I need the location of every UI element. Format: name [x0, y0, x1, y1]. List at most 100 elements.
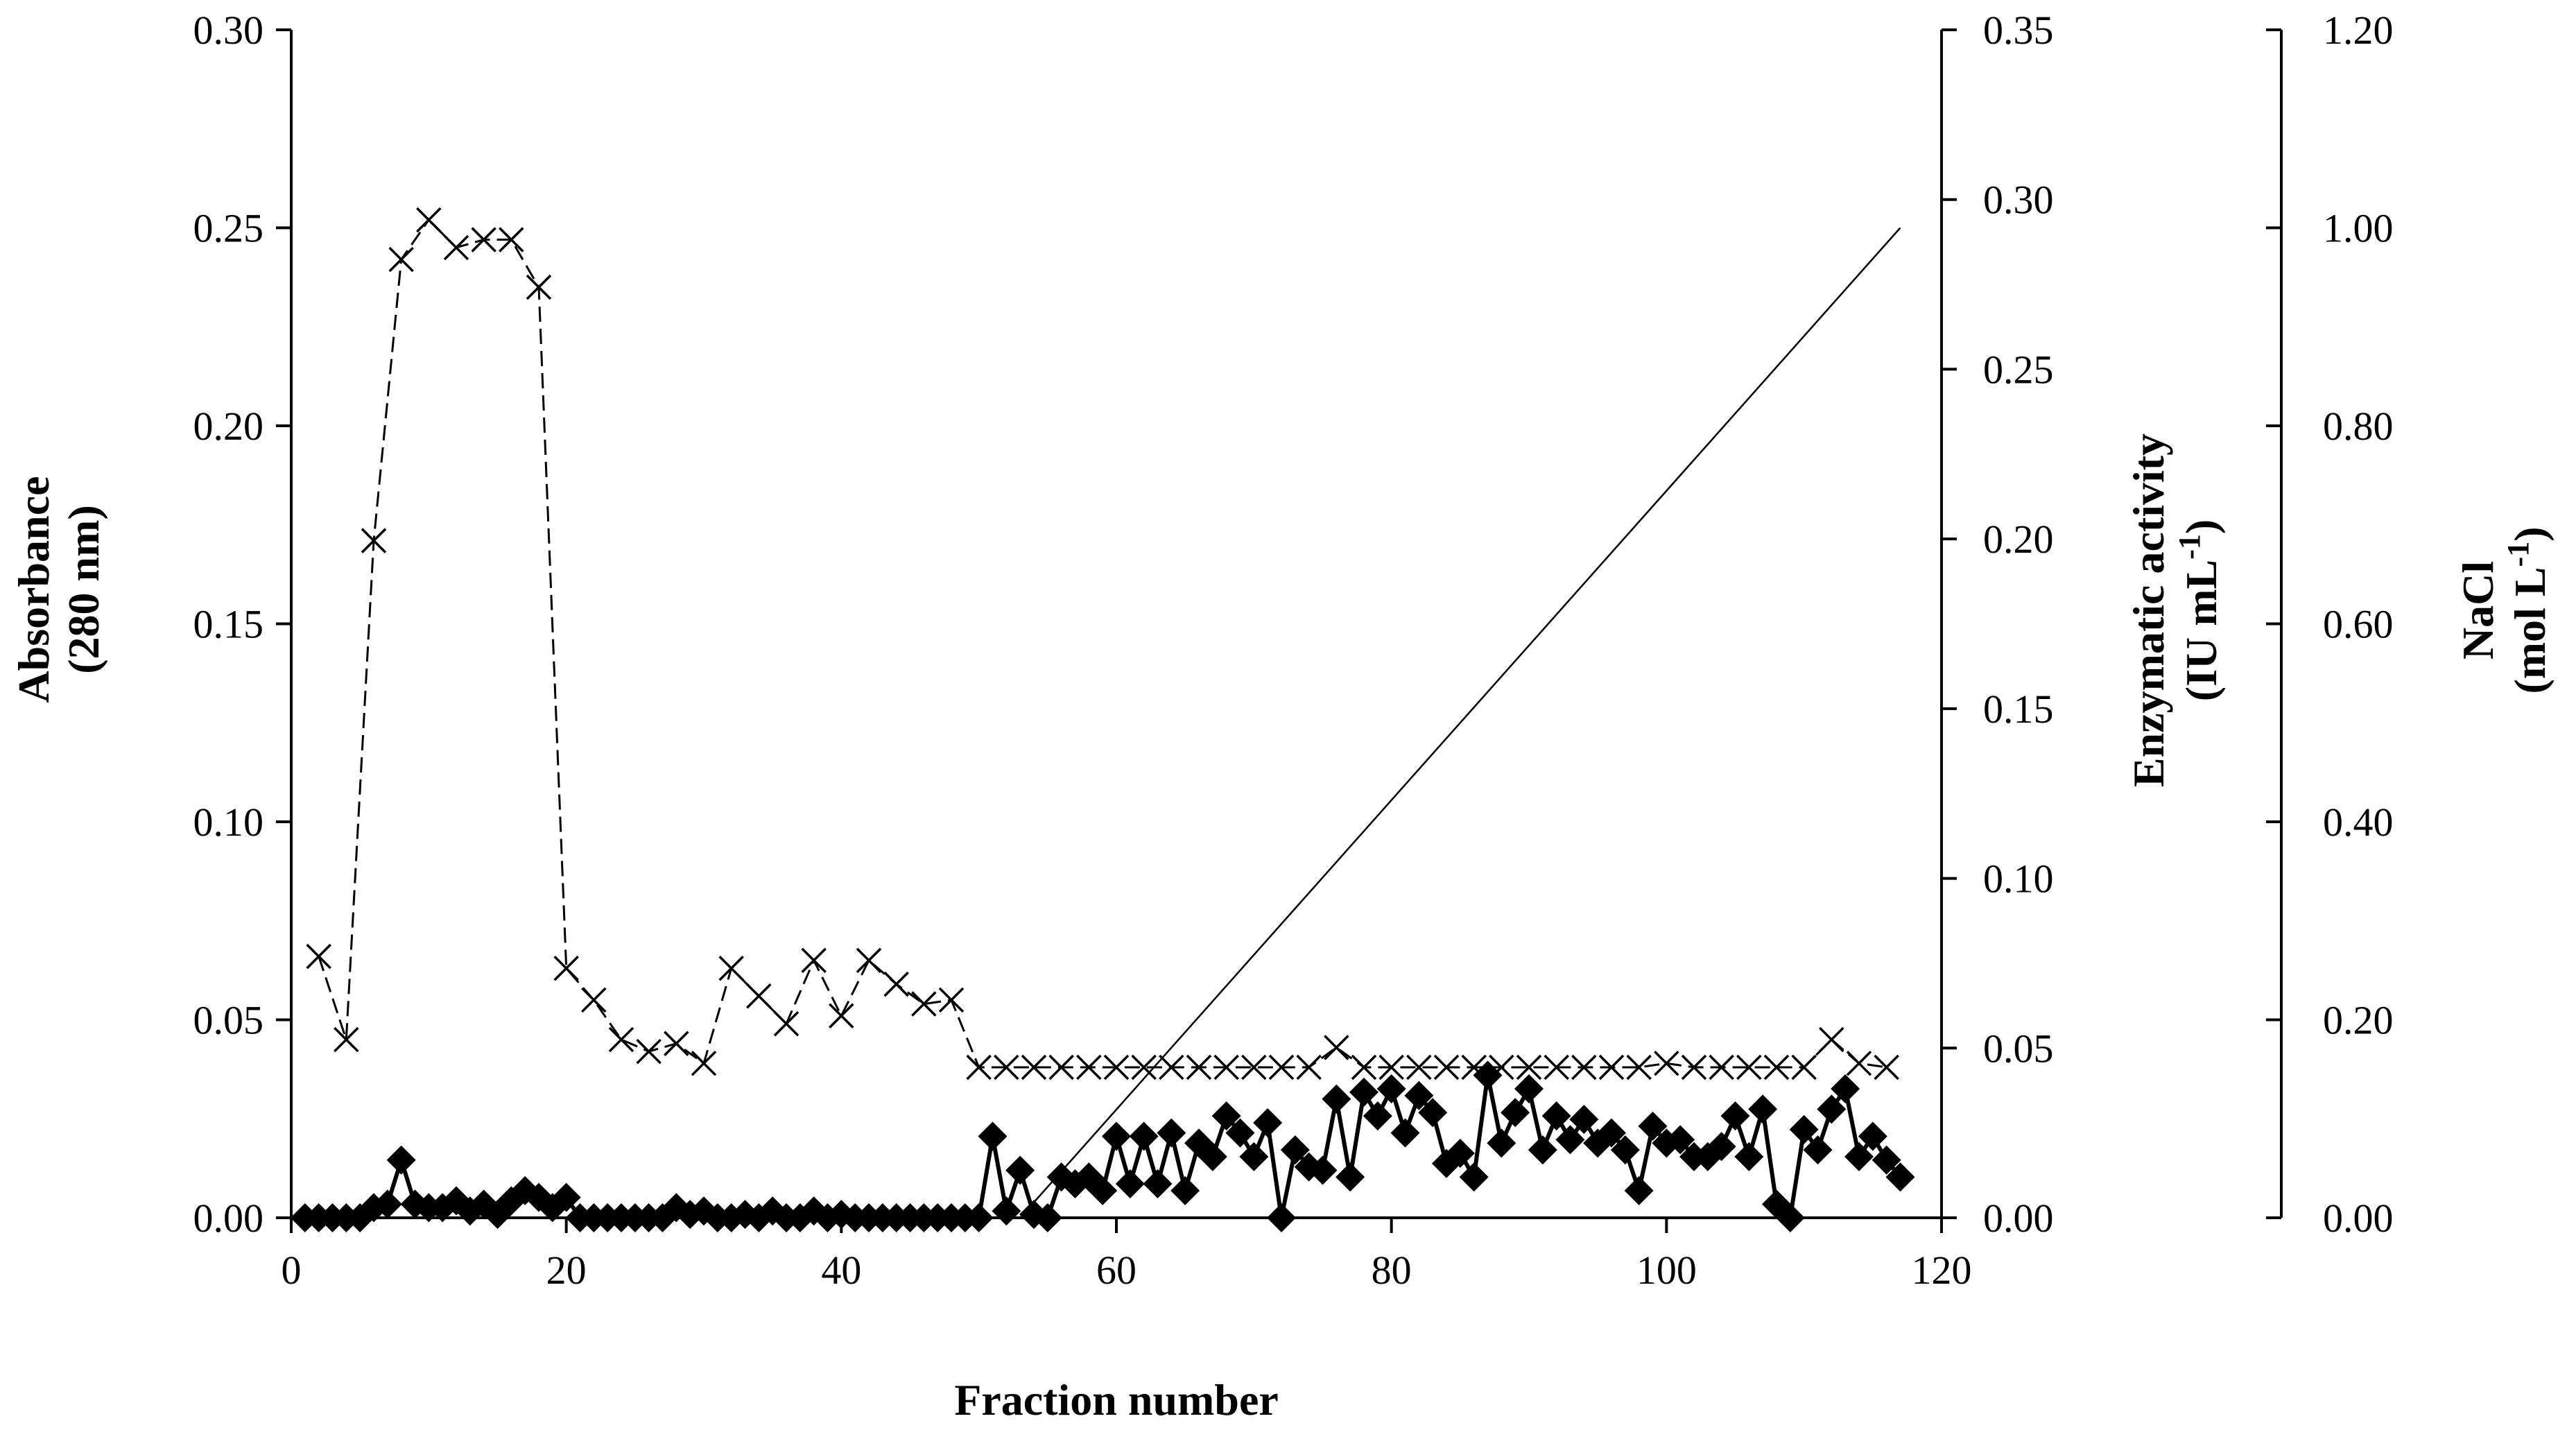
diamond-marker: [1844, 1142, 1874, 1171]
cross-marker: [608, 1026, 634, 1053]
cross-marker-stroke: [1598, 1054, 1625, 1080]
diamond-marker: [1308, 1155, 1338, 1185]
cross-marker: [966, 1054, 992, 1080]
diamond-marker: [1597, 1118, 1626, 1148]
cross-marker-stroke: [938, 987, 965, 1013]
plot-area: [290, 207, 1915, 1232]
cross-marker-stroke: [1351, 1054, 1377, 1080]
right2-tick-label: 0.00: [2323, 1196, 2394, 1241]
cross-marker: [883, 971, 909, 997]
diamond-marker: [1501, 1098, 1530, 1128]
cross-marker: [1681, 1054, 1707, 1080]
cross-marker-stroke: [608, 1026, 634, 1053]
diamond-marker: [1610, 1135, 1640, 1165]
cross-marker: [388, 246, 414, 273]
cross-marker-stroke: [1076, 1054, 1102, 1080]
cross-marker-stroke: [1296, 1054, 1322, 1080]
right2-tick-label: 0.80: [2323, 404, 2394, 449]
diamond-marker: [1638, 1111, 1668, 1141]
diamond-marker: [1734, 1142, 1764, 1171]
diamond-marker: [386, 1145, 416, 1175]
diamond-marker: [1102, 1121, 1131, 1151]
cross-marker: [1626, 1054, 1652, 1080]
diamond-marker: [1528, 1135, 1557, 1165]
diamond-marker: [1129, 1121, 1159, 1151]
cross-marker: [691, 1051, 717, 1076]
diamond-marker: [1211, 1101, 1241, 1131]
diamond-marker: [1253, 1108, 1283, 1137]
diamond-marker: [1418, 1098, 1448, 1128]
diamond-marker: [1005, 1155, 1035, 1185]
diamond-marker: [1514, 1074, 1544, 1104]
cross-marker: [416, 207, 442, 233]
right2-tick-label: 1.00: [2323, 206, 2394, 251]
cross-marker-stroke: [416, 207, 442, 233]
cross-marker: [1654, 1051, 1679, 1076]
series-left-line: [318, 218, 1887, 1069]
cross-marker-stroke: [1626, 1054, 1652, 1080]
right1-label-prefix: (IU mL: [2177, 560, 2226, 701]
cross-marker-stroke: [1819, 1026, 1844, 1053]
cross-marker-stroke: [1048, 1054, 1074, 1080]
diamond-marker: [1706, 1132, 1736, 1162]
right1-axis-title-line1: Enzymatic activity: [2124, 433, 2173, 787]
cross-marker: [718, 956, 744, 981]
right2-tick-label: 0.40: [2323, 800, 2394, 845]
left-axis-title-line1: Absorbance: [9, 476, 58, 703]
diamond-marker: [1885, 1162, 1915, 1192]
cross-marker: [1213, 1054, 1239, 1080]
diamond-marker: [1624, 1175, 1654, 1205]
left-tick-label: 0.00: [193, 1196, 264, 1241]
right1-tick-label: 0.15: [1983, 687, 2054, 732]
cross-marker-stroke: [911, 991, 937, 1017]
right1-tick-label: 0.25: [1983, 347, 2054, 392]
diamond-marker: [1555, 1125, 1585, 1155]
left-tick-label: 0.25: [193, 206, 264, 251]
cross-marker-stroke: [1213, 1054, 1239, 1080]
cross-marker-stroke: [581, 987, 607, 1013]
right1-tick-label: 0.30: [1983, 178, 2054, 223]
cross-marker-stroke: [636, 1038, 662, 1065]
diamond-marker: [964, 1203, 994, 1232]
cross-marker-stroke: [553, 956, 579, 981]
cross-marker-stroke: [1021, 1054, 1047, 1080]
cross-marker: [1791, 1054, 1817, 1080]
diamond-marker: [1239, 1142, 1269, 1171]
right2-tick-label: 1.20: [2323, 8, 2394, 53]
cross-marker: [1268, 1054, 1295, 1080]
diamond-marker: [1473, 1060, 1503, 1090]
x-tick-label: 80: [1372, 1248, 1412, 1293]
diamond-marker: [1143, 1169, 1173, 1199]
cross-marker-stroke: [966, 1054, 992, 1080]
axis-labels: Fraction number Absorbance (280 nm) Enzy…: [9, 433, 2555, 1424]
diamond-marker: [1666, 1125, 1695, 1155]
diamond-marker: [1541, 1101, 1571, 1131]
cross-marker-stroke: [1709, 1054, 1734, 1080]
diamond-marker: [1349, 1077, 1378, 1107]
cross-marker: [1159, 1054, 1184, 1080]
right2-label-superscript: -1: [2501, 542, 2535, 567]
right1-tick-label: 0.20: [1983, 517, 2054, 562]
diamond-marker: [1831, 1074, 1860, 1104]
axes-group: 0 20 40 60 80 100 1200.000.050.100.150.200.250…: [193, 8, 2394, 1293]
cross-marker: [1296, 1054, 1322, 1080]
left-tick-label: 0.15: [193, 602, 264, 647]
diamond-marker: [1088, 1175, 1118, 1205]
cross-marker: [334, 1026, 359, 1053]
x-tick-label: 120: [1912, 1248, 1972, 1293]
diamond-marker: [1157, 1118, 1186, 1148]
cross-marker: [581, 987, 607, 1013]
cross-marker: [1763, 1054, 1790, 1080]
right2-label-close: ): [2505, 526, 2555, 541]
right1-tick-label: 0.05: [1983, 1026, 2054, 1071]
diamond-marker: [1225, 1118, 1255, 1148]
diamond-marker: [978, 1121, 1008, 1151]
diamond-marker: [1280, 1135, 1310, 1165]
cross-marker: [994, 1054, 1019, 1080]
diamond-marker: [1445, 1139, 1475, 1169]
cross-marker: [1021, 1054, 1047, 1080]
cross-marker-stroke: [443, 234, 469, 261]
cross-marker-stroke: [1378, 1054, 1404, 1080]
cross-marker-stroke: [829, 1003, 854, 1029]
diamond-marker: [1115, 1169, 1145, 1199]
